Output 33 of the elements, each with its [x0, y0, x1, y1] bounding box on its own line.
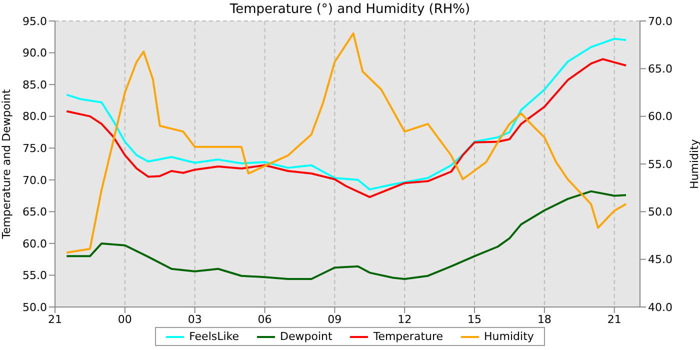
- y-tick-label: 55.0: [22, 269, 47, 282]
- legend-label: Dewpoint: [280, 330, 332, 343]
- y-tick-label: 95.0: [22, 14, 47, 28]
- y-tick-label: 70.0: [22, 174, 47, 187]
- y2-tick-label: 45.0: [648, 253, 672, 266]
- y-tick-label: 50.0: [22, 300, 47, 314]
- y-tick-label: 85.0: [22, 78, 47, 92]
- y2-tick-label: 50.0: [648, 206, 672, 219]
- chart-title: Temperature (°) and Humidity (RH%): [230, 2, 470, 17]
- legend-label: FeelsLike: [189, 330, 240, 343]
- x-tick-label: 09: [328, 312, 342, 326]
- y-axis-title: Temperature and Dewpoint: [0, 88, 13, 240]
- x-tick-label: 21: [48, 312, 62, 326]
- y2-tick-label: 60.0: [648, 110, 672, 124]
- legend-label: Humidity: [484, 330, 534, 343]
- x-tick-label: 15: [468, 312, 482, 326]
- y2-tick-label: 55.0: [648, 158, 672, 171]
- legend-label: Temperature: [373, 330, 444, 343]
- y-tick-label: 60.0: [22, 237, 47, 250]
- y2-axis-title: Humidity: [688, 138, 700, 189]
- y-tick-label: 90.0: [22, 46, 47, 60]
- y-tick-label: 75.0: [22, 142, 47, 156]
- x-tick-label: 03: [188, 312, 202, 326]
- y-tick-label: 80.0: [22, 110, 47, 124]
- x-tick-label: 12: [398, 312, 412, 326]
- x-tick-label: 06: [258, 312, 272, 326]
- y2-tick-label: 70.0: [648, 14, 672, 28]
- x-tick-label: 00: [118, 312, 132, 326]
- y2-tick-label: 40.0: [648, 300, 672, 314]
- y2-tick-label: 65.0: [648, 62, 672, 76]
- x-tick-label: 18: [537, 312, 552, 326]
- x-tick-label: 21: [607, 312, 622, 326]
- y-tick-label: 65.0: [22, 206, 47, 219]
